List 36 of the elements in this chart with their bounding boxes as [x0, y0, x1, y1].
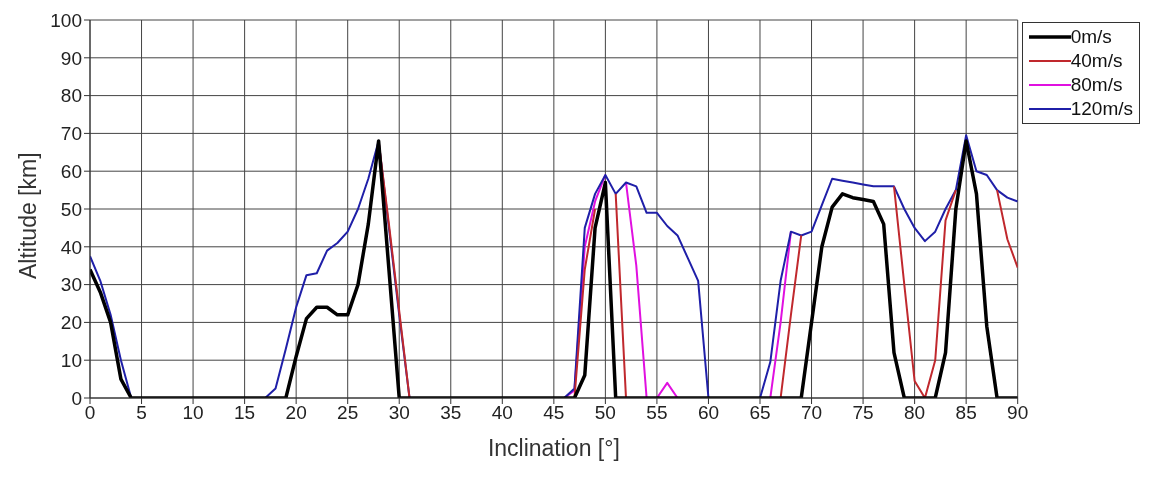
x-tick-label: 20 — [285, 402, 307, 424]
y-tick-label: 0 — [71, 387, 82, 409]
x-tick-label: 55 — [646, 402, 668, 424]
x-tick-label: 25 — [337, 402, 359, 424]
x-tick-label: 15 — [234, 402, 256, 424]
y-tick-label: 40 — [60, 236, 82, 258]
x-tick-label: 5 — [136, 402, 147, 424]
x-tick-label: 90 — [1007, 402, 1029, 424]
x-tick-label: 75 — [852, 402, 874, 424]
legend-label: 120m/s — [1070, 97, 1133, 121]
legend-label: 80m/s — [1070, 73, 1123, 97]
legend-label: 40m/s — [1070, 49, 1123, 73]
y-tick-label: 70 — [60, 123, 82, 145]
x-tick-label: 45 — [543, 402, 565, 424]
x-tick-label: 65 — [749, 402, 771, 424]
y-tick-label: 100 — [50, 9, 82, 31]
y-tick-label: 20 — [60, 312, 82, 334]
x-tick-label: 10 — [182, 402, 204, 424]
x-axis-title: Inclination [°] — [487, 435, 620, 461]
x-tick-label: 60 — [697, 402, 720, 424]
y-tick-label: 10 — [60, 349, 82, 371]
y-tick-label: 50 — [60, 198, 82, 220]
y-tick-label: 60 — [60, 160, 82, 182]
y-axis-title: Altitude [km] — [15, 152, 42, 279]
x-tick-label: 40 — [491, 402, 513, 424]
x-tick-label: 35 — [440, 402, 462, 424]
y-tick-label: 80 — [60, 85, 82, 107]
legend-label: 0m/s — [1070, 25, 1112, 49]
x-tick-label: 30 — [388, 402, 410, 424]
x-tick-label: 0 — [84, 402, 96, 424]
x-tick-label: 50 — [594, 402, 616, 424]
x-tick-label: 85 — [955, 402, 977, 424]
y-tick-label: 90 — [60, 47, 82, 69]
x-tick-label: 80 — [904, 402, 926, 424]
x-tick-label: 70 — [800, 402, 823, 424]
y-tick-label: 30 — [60, 274, 82, 296]
